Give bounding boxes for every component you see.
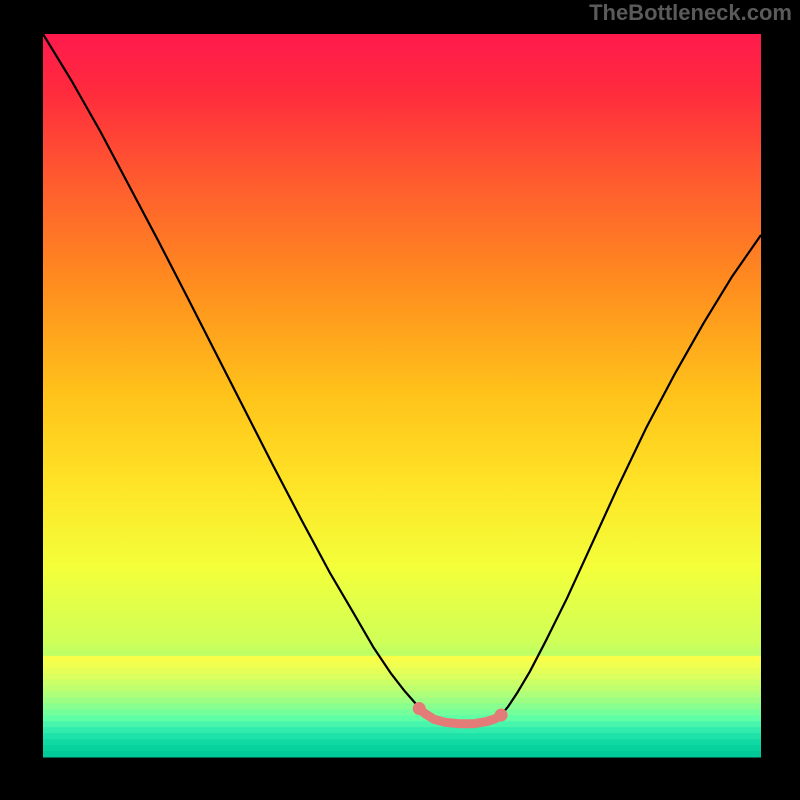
chart-container: TheBottleneck.com [0,0,800,800]
watermark-text: TheBottleneck.com [589,0,792,26]
chart-svg [0,0,800,800]
